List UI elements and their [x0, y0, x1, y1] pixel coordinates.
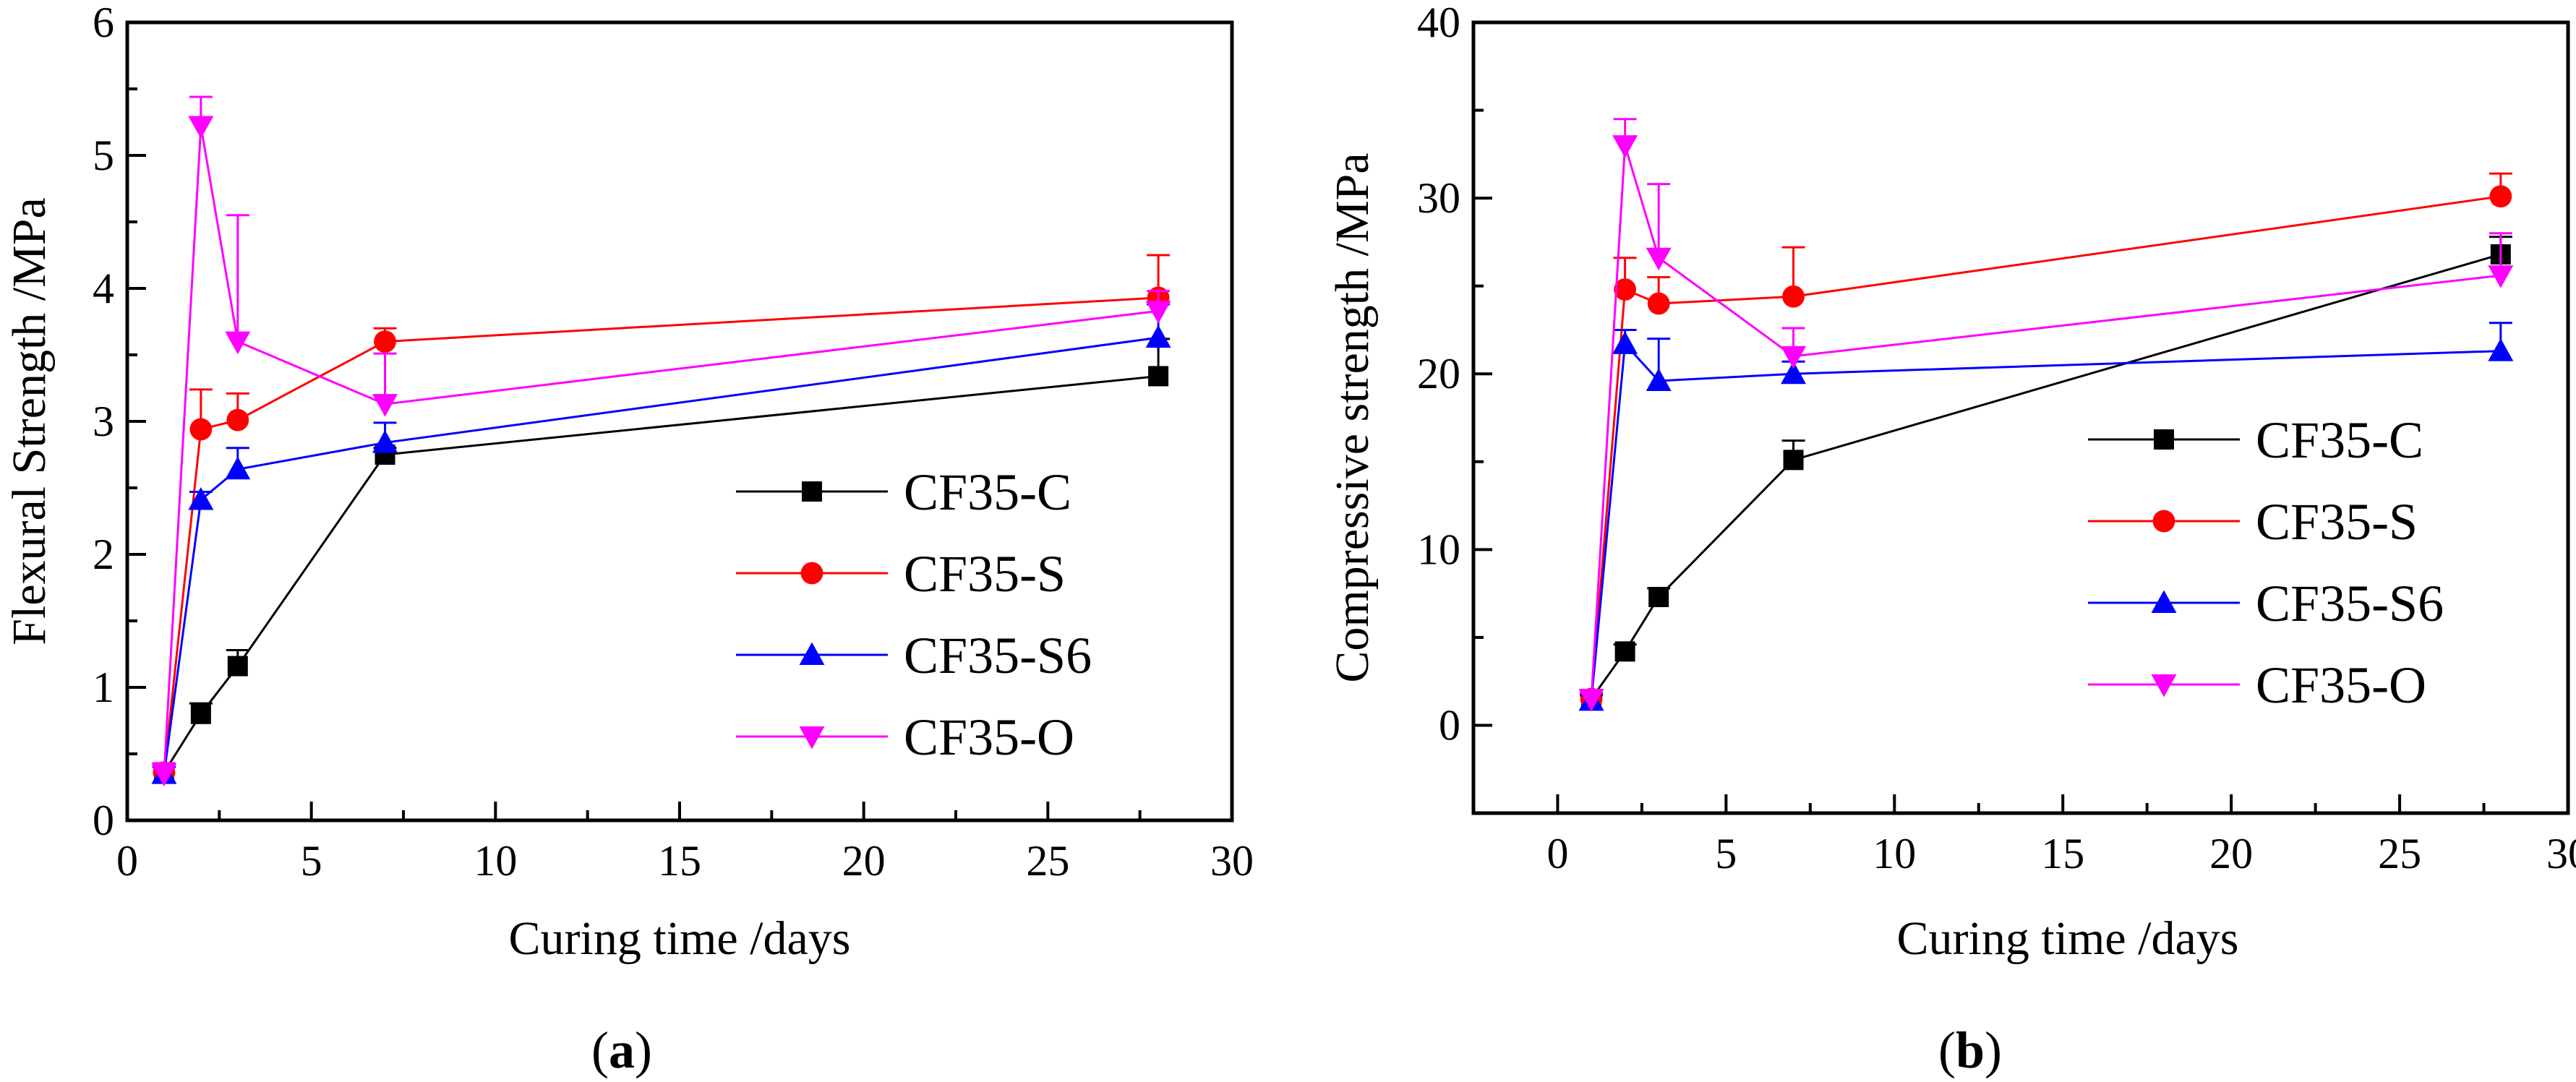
x-tick-label: 10: [474, 837, 517, 885]
data-point-CF35-S6: [1145, 325, 1171, 348]
panel-label-b: (b): [1938, 1021, 2002, 1079]
x-tick-label: 30: [1210, 837, 1254, 885]
data-point-CF35-S6: [372, 429, 398, 453]
x-tick-label: 20: [2209, 830, 2253, 877]
x-tick-label: 20: [842, 837, 886, 885]
x-tick-label: 10: [1873, 830, 1916, 877]
y-axis-label: Flexural Strength /MPa: [3, 197, 56, 645]
legend-label: CF35-C: [904, 463, 1071, 521]
x-tick-label: 15: [2041, 830, 2084, 877]
legend-label: CF35-C: [2256, 411, 2423, 469]
y-tick-label: 2: [93, 531, 114, 578]
legend-label: CF35-O: [904, 708, 1074, 766]
legend-marker: [2151, 590, 2177, 613]
data-point-CF35-O: [1578, 688, 1604, 712]
legend: CF35-C CF35-S CF35-S6 CF35-O: [2088, 411, 2444, 714]
x-tick-label: 25: [2378, 830, 2421, 877]
data-point-CF35-S6: [1646, 368, 1672, 391]
y-tick-label: 10: [1417, 525, 1460, 573]
data-point-CF35-C: [190, 703, 211, 724]
legend-marker: [799, 642, 825, 665]
data-point-CF35-O: [1646, 247, 1672, 271]
x-tick-label: 5: [301, 837, 322, 885]
data-point-CF35-S: [374, 330, 396, 353]
data-point-CF35-S: [1782, 285, 1805, 308]
legend-marker: [2151, 674, 2177, 697]
x-axis-label: Curing time /days: [1897, 912, 2239, 965]
y-tick-label: 20: [1417, 350, 1460, 398]
x-tick-label: 25: [1026, 837, 1069, 885]
data-point-CF35-S6: [2488, 338, 2514, 361]
legend: CF35-C CF35-S CF35-S6 CF35-O: [736, 463, 1092, 766]
y-tick-label: 30: [1417, 174, 1460, 222]
data-point-CF35-O: [188, 116, 214, 139]
x-tick-label: 15: [658, 837, 701, 885]
data-point-CF35-S6: [225, 456, 251, 480]
x-tick-label: 30: [2546, 830, 2576, 877]
series-line-CF35-S: [163, 296, 1159, 773]
plot-area-frame: [1471, 20, 2570, 815]
legend-label: CF35-S: [904, 545, 1066, 603]
legend-label: CF35-S6: [2256, 575, 2444, 632]
data-point-CF35-O: [1781, 345, 1807, 369]
data-point-CF35-O: [2488, 265, 2514, 288]
data-point-CF35-O: [1612, 135, 1638, 158]
legend-marker: [799, 726, 825, 750]
x-tick-label: 5: [1715, 830, 1737, 877]
data-point-CF35-S: [2489, 185, 2512, 208]
legend-label: CF35-O: [2256, 656, 2426, 714]
data-point-CF35-C: [1648, 586, 1669, 607]
y-tick-label: 1: [93, 664, 114, 711]
data-point-CF35-S: [1647, 292, 1670, 315]
legend-marker: [2154, 429, 2174, 450]
series-layer: [1578, 118, 2514, 712]
legend-label: CF35-S6: [904, 627, 1092, 684]
x-axis-ticks: 0 5 10 15 20 25 30: [1546, 794, 2576, 877]
y-tick-label: 40: [1417, 0, 1460, 46]
x-axis-label: Curing time /days: [509, 912, 851, 965]
data-point-CF35-O: [372, 394, 398, 417]
data-point-CF35-S6: [1612, 331, 1638, 354]
legend-marker: [800, 562, 823, 585]
y-tick-label: 5: [93, 132, 114, 179]
y-tick-label: 0: [1439, 701, 1460, 749]
panel-label-a: (a): [591, 1021, 652, 1079]
data-point-CF35-C: [1614, 641, 1635, 662]
data-point-CF35-C: [1148, 366, 1169, 387]
x-axis-ticks: 0 5 10 15 20 25 30: [116, 802, 1254, 885]
data-point-CF35-C: [1783, 450, 1804, 471]
y-tick-label: 3: [93, 398, 114, 445]
y-tick-label: 6: [93, 0, 114, 46]
data-point-CF35-O: [1145, 301, 1171, 324]
plot-area-frame: [125, 20, 1234, 823]
x-tick-label: 0: [1546, 830, 1568, 877]
y-axis-label: Compressive strength /MPa: [1326, 153, 1379, 682]
y-tick-label: 4: [93, 265, 114, 312]
legend-label: CF35-S: [2256, 493, 2418, 551]
data-point-CF35-S: [226, 408, 249, 431]
y-axis-ticks: 0 10 20 30 40: [1417, 0, 1492, 815]
series-layer: [151, 95, 1171, 787]
legend-marker: [802, 481, 822, 502]
legend-marker: [2152, 510, 2175, 533]
x-tick-label: 0: [116, 837, 138, 885]
data-point-CF35-O: [225, 331, 251, 355]
y-axis-ticks: 0 1 2 3 4 5 6: [93, 0, 146, 844]
data-point-CF35-S: [189, 418, 213, 441]
data-point-CF35-O: [151, 763, 177, 787]
data-point-CF35-S6: [1781, 361, 1807, 385]
data-point-CF35-S6: [188, 487, 214, 510]
chart-flexural-strength: 0 5 10 15 20 25 30 0 1 2 3 4 5 6 CF35-C CF35-S CF35-S6…: [3, 0, 1254, 1079]
y-tick-label: 0: [93, 797, 114, 844]
data-point-CF35-S: [1614, 278, 1637, 301]
data-point-CF35-C: [227, 656, 248, 677]
